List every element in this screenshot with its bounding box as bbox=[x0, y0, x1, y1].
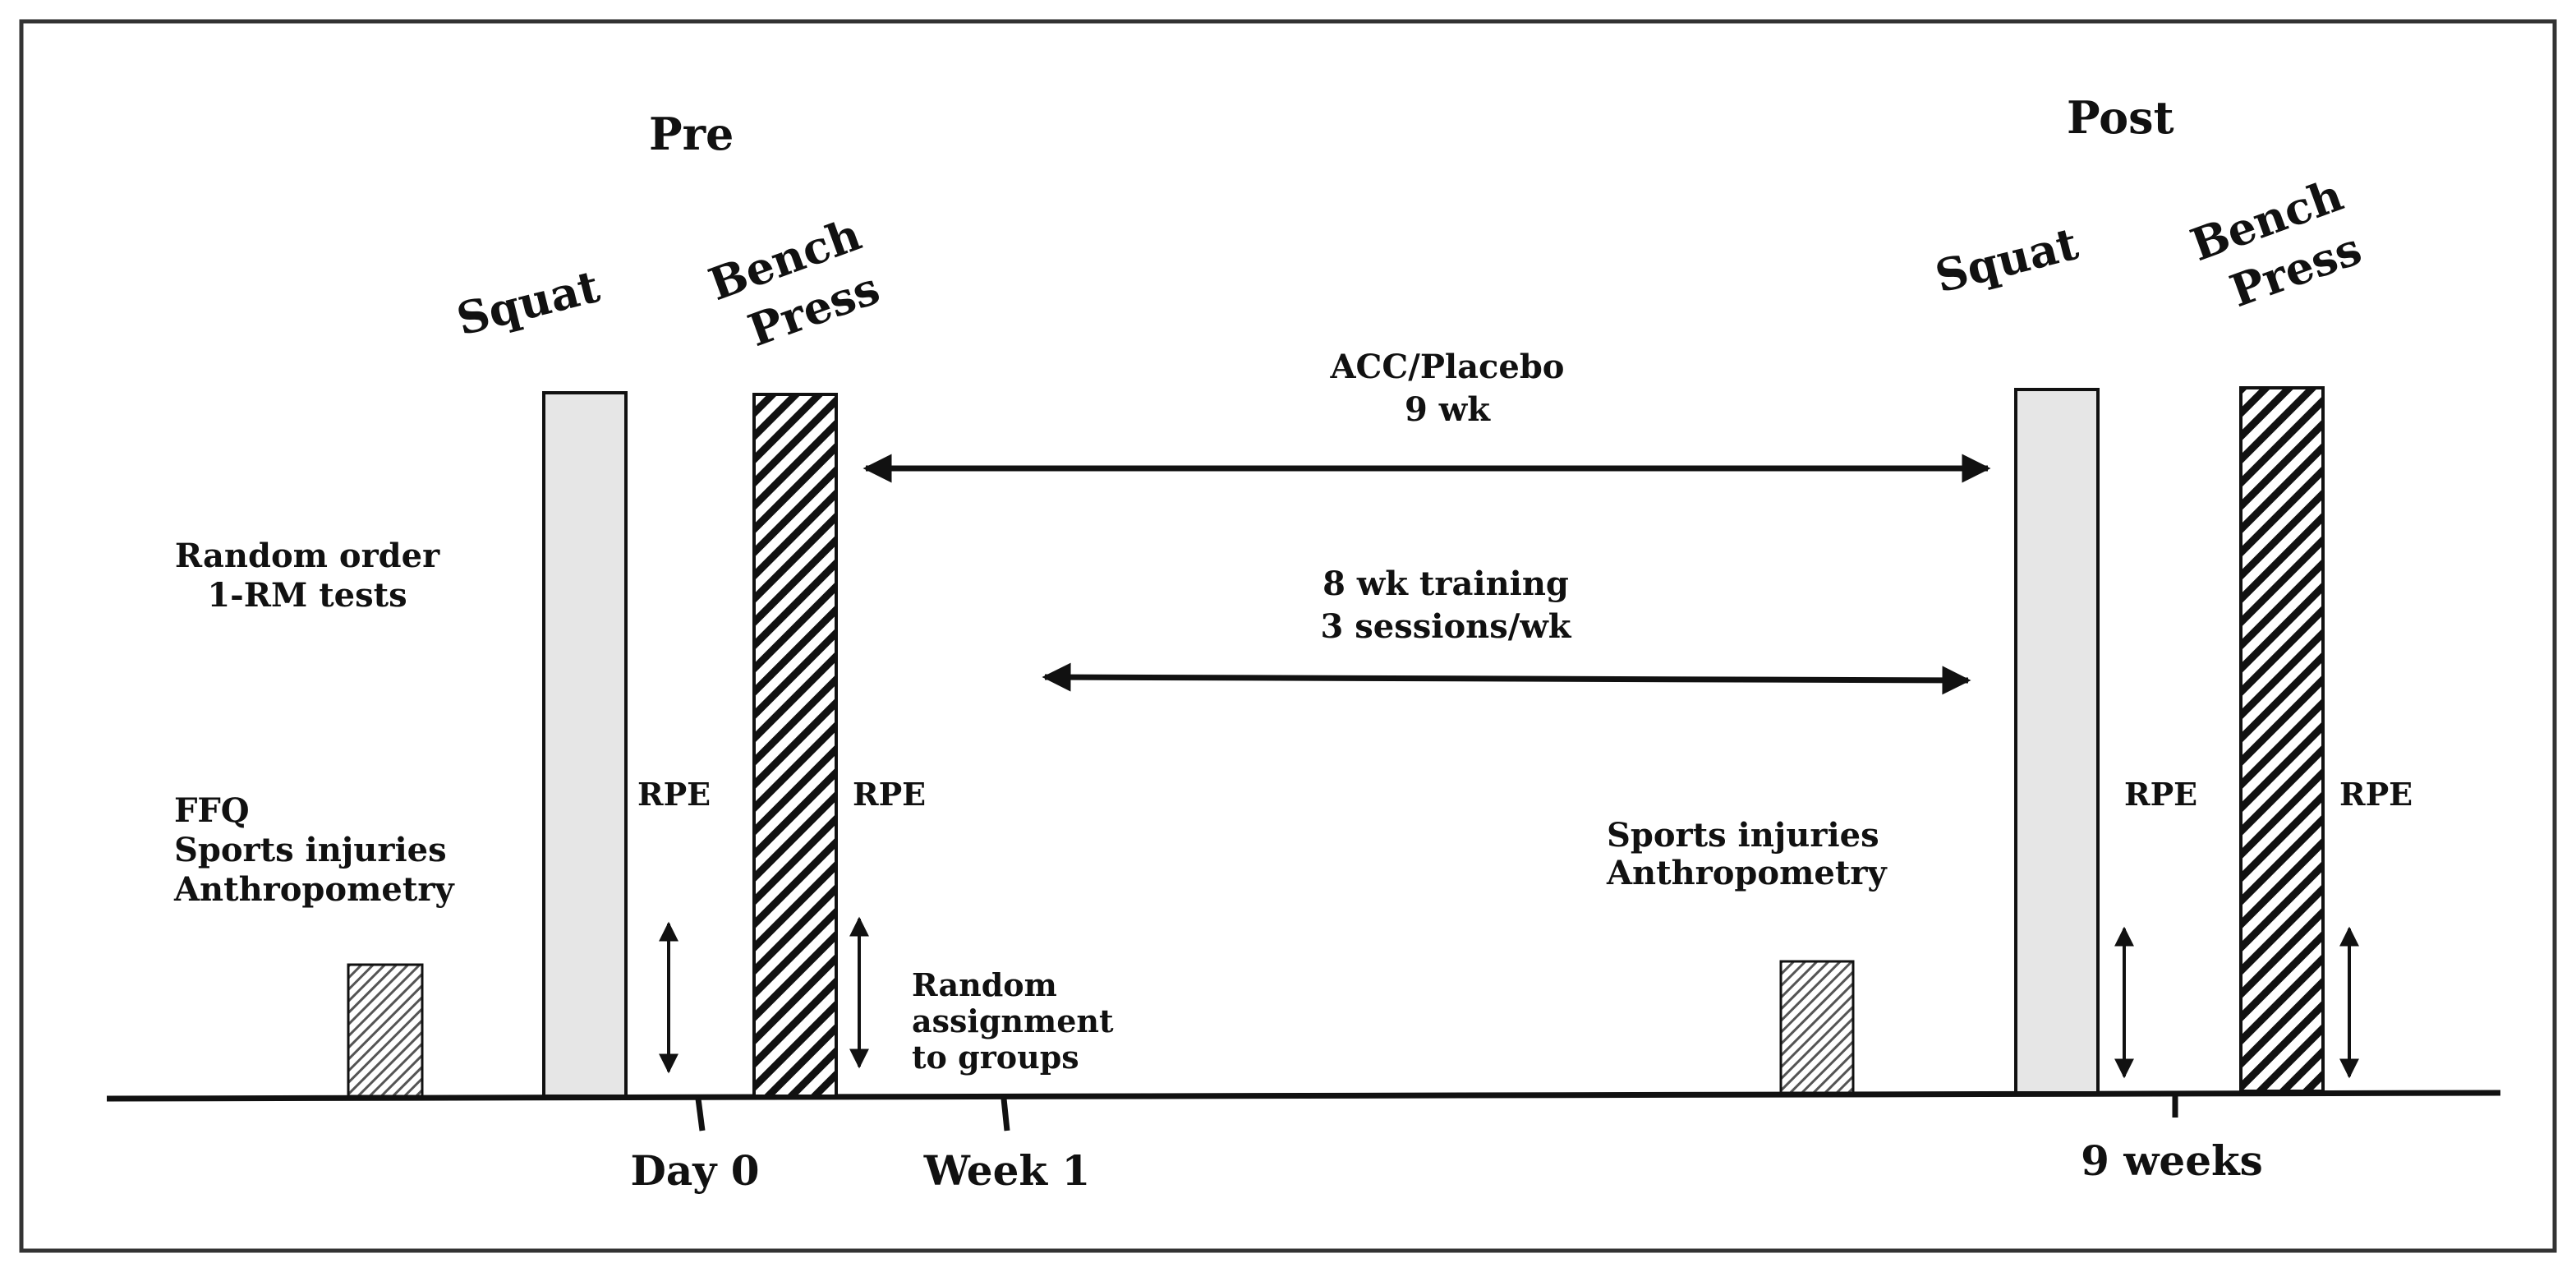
baseline-note-anthropometry: Anthropometry bbox=[173, 870, 455, 909]
post-squat-rpe-label: RPE bbox=[2124, 776, 2197, 813]
pre-heading: Pre bbox=[649, 108, 734, 160]
tick-label-week1: Week 1 bbox=[923, 1146, 1091, 1195]
post-heading: Post bbox=[2067, 91, 2174, 144]
pre-baseline-block bbox=[347, 963, 424, 1098]
random-order-note-line2: 1-RM tests bbox=[207, 576, 407, 615]
post-note-anthropometry: Anthropometry bbox=[1606, 854, 1888, 892]
random-order-note-line1: Random order bbox=[175, 537, 440, 575]
assignment-note-line2: assignment bbox=[912, 1002, 1114, 1039]
post-bench-rpe-label: RPE bbox=[2339, 776, 2413, 813]
pre-squat-rpe-label: RPE bbox=[637, 776, 711, 813]
post-squat-bar bbox=[2014, 388, 2100, 1095]
pre-bench-rpe-label: RPE bbox=[853, 776, 926, 813]
assignment-note-line3: to groups bbox=[912, 1039, 1079, 1076]
baseline-note-ffq: FFQ bbox=[174, 791, 250, 830]
training-duration-arrow bbox=[1042, 662, 1971, 695]
post-assessment-block bbox=[1779, 960, 1855, 1095]
assignment-note-line1: Random bbox=[912, 966, 1057, 1003]
supplement-arrow-label-line1: ACC/Placebo bbox=[1330, 348, 1565, 386]
post-note-injuries: Sports injuries bbox=[1607, 816, 1879, 855]
supplement-arrow-label-line2: 9 wk bbox=[1405, 390, 1491, 429]
pre-bench-bar bbox=[752, 393, 838, 1098]
baseline-note-injuries: Sports injuries bbox=[174, 831, 447, 869]
tick-label-9weeks: 9 weeks bbox=[2081, 1136, 2263, 1185]
training-arrow-label-line1: 8 wk training bbox=[1322, 565, 1569, 603]
tick-label-day0: Day 0 bbox=[630, 1146, 759, 1195]
timeline-axis bbox=[106, 1090, 2501, 1102]
post-bench-bar bbox=[2239, 386, 2325, 1093]
timeline-tick-week1 bbox=[1000, 1098, 1010, 1131]
pre-squat-bar bbox=[542, 391, 628, 1098]
timeline-tick-day0 bbox=[695, 1098, 706, 1131]
training-arrow-label-line2: 3 sessions/wk bbox=[1321, 607, 1572, 646]
